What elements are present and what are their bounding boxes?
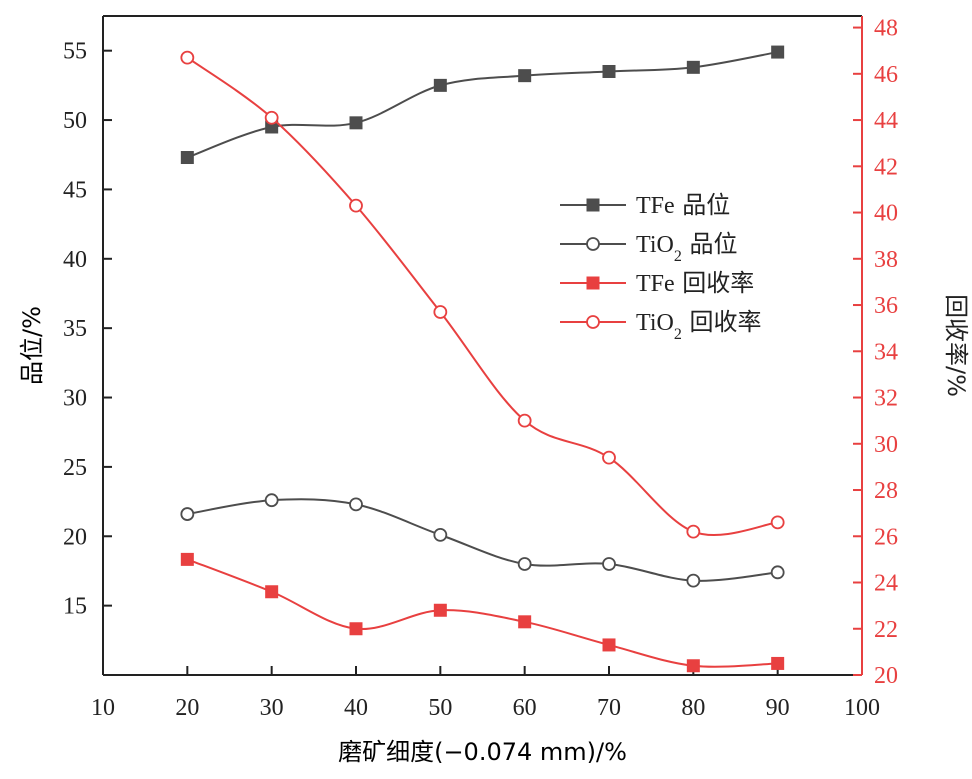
data-point [517, 557, 532, 571]
data-point [180, 552, 194, 566]
right-y-tick-label: 40 [874, 201, 898, 227]
legend-marker [586, 198, 600, 212]
right-y-tick-label: 36 [874, 293, 898, 319]
x-tick-label: 50 [428, 695, 452, 721]
right-y-tick-label: 26 [874, 524, 898, 550]
right-y-tick-label: 48 [874, 16, 898, 42]
data-point [602, 64, 616, 78]
data-point [686, 60, 700, 74]
x-tick-label: 80 [681, 695, 705, 721]
data-point [264, 493, 279, 508]
right-y-tick-label: 34 [874, 339, 898, 365]
x-tick-label: 20 [175, 695, 199, 721]
right-y-tick-label: 20 [874, 663, 898, 689]
data-point [349, 497, 363, 512]
data-point [349, 198, 363, 213]
left-y-tick-label: 20 [63, 524, 87, 550]
right-y-tick-label: 28 [874, 478, 898, 504]
right-y-tick-label: 46 [874, 62, 898, 88]
plot-frame [102, 15, 863, 676]
series-1 [180, 493, 785, 588]
data-point [771, 45, 785, 59]
data-point [349, 622, 363, 636]
data-point [433, 527, 448, 542]
series-layer [180, 45, 785, 673]
left-y-tick-label: 40 [63, 247, 87, 273]
x-tick-label: 90 [766, 695, 790, 721]
data-point [686, 573, 701, 588]
legend: TFe 品位 TiO2 品位 TFe 回收率 TiO2 回收率 [560, 191, 761, 343]
series-line [187, 498, 778, 582]
data-point [349, 116, 363, 130]
right-y-tick-label: 24 [874, 571, 898, 597]
data-point [686, 524, 701, 539]
x-tick-label: 40 [344, 695, 368, 721]
data-point [770, 515, 785, 530]
axis-ticks: 10 20 30 40 50 60 70 80 90 100 15 20 25 30 35 40 45 50 55 2… [63, 16, 898, 721]
left-y-tick-label: 15 [63, 594, 87, 620]
left-y-tick-label: 25 [63, 455, 87, 481]
legend-marker [586, 237, 600, 251]
data-point [686, 659, 700, 673]
data-point [518, 615, 532, 629]
left-y-tick-label: 35 [63, 316, 87, 342]
legend-marker [586, 315, 600, 329]
series-line [186, 56, 778, 536]
series-0 [180, 45, 785, 165]
right-y-tick-label: 38 [874, 247, 898, 273]
right-y-tick-label: 30 [874, 432, 898, 458]
data-point [518, 69, 532, 83]
data-point [602, 638, 616, 652]
legend-marker [586, 276, 600, 290]
data-point [433, 78, 447, 92]
data-point [433, 603, 447, 617]
legend-label: TiO2 回收率 [636, 308, 761, 343]
data-point [264, 110, 279, 125]
data-point [770, 565, 785, 580]
series-3 [180, 50, 785, 539]
legend-label: TiO2 品位 [636, 230, 737, 265]
data-point [180, 151, 194, 165]
right-y-tick-label: 32 [874, 386, 898, 412]
data-point [180, 507, 195, 521]
x-axis-label: 磨矿细度(−0.074 mm)/% [338, 738, 627, 766]
data-point [265, 585, 279, 599]
x-tick-label: 70 [597, 695, 621, 721]
data-point [602, 557, 616, 571]
series-2 [180, 552, 785, 673]
right-y-axis-label: 回收率/% [942, 294, 970, 397]
series-line [186, 558, 778, 668]
right-y-tick-label: 44 [874, 108, 898, 134]
x-tick-label: 100 [844, 695, 880, 721]
data-point [433, 305, 448, 319]
right-y-tick-label: 22 [874, 617, 898, 643]
data-point [180, 50, 195, 65]
x-tick-label: 30 [260, 695, 284, 721]
x-tick-label: 60 [513, 695, 537, 721]
left-y-tick-label: 50 [63, 108, 87, 134]
data-point [517, 413, 532, 428]
right-y-tick-label: 42 [874, 154, 898, 180]
left-y-tick-label: 55 [63, 39, 87, 65]
legend-label: TFe 品位 [636, 191, 730, 219]
x-tick-label: 10 [91, 695, 115, 721]
left-y-tick-label: 45 [63, 177, 87, 203]
data-point [771, 656, 785, 670]
left-y-tick-label: 30 [63, 386, 87, 412]
legend-label: TFe 回收率 [636, 269, 754, 297]
left-y-axis-label: 品位/% [18, 306, 46, 385]
data-point [602, 450, 616, 465]
